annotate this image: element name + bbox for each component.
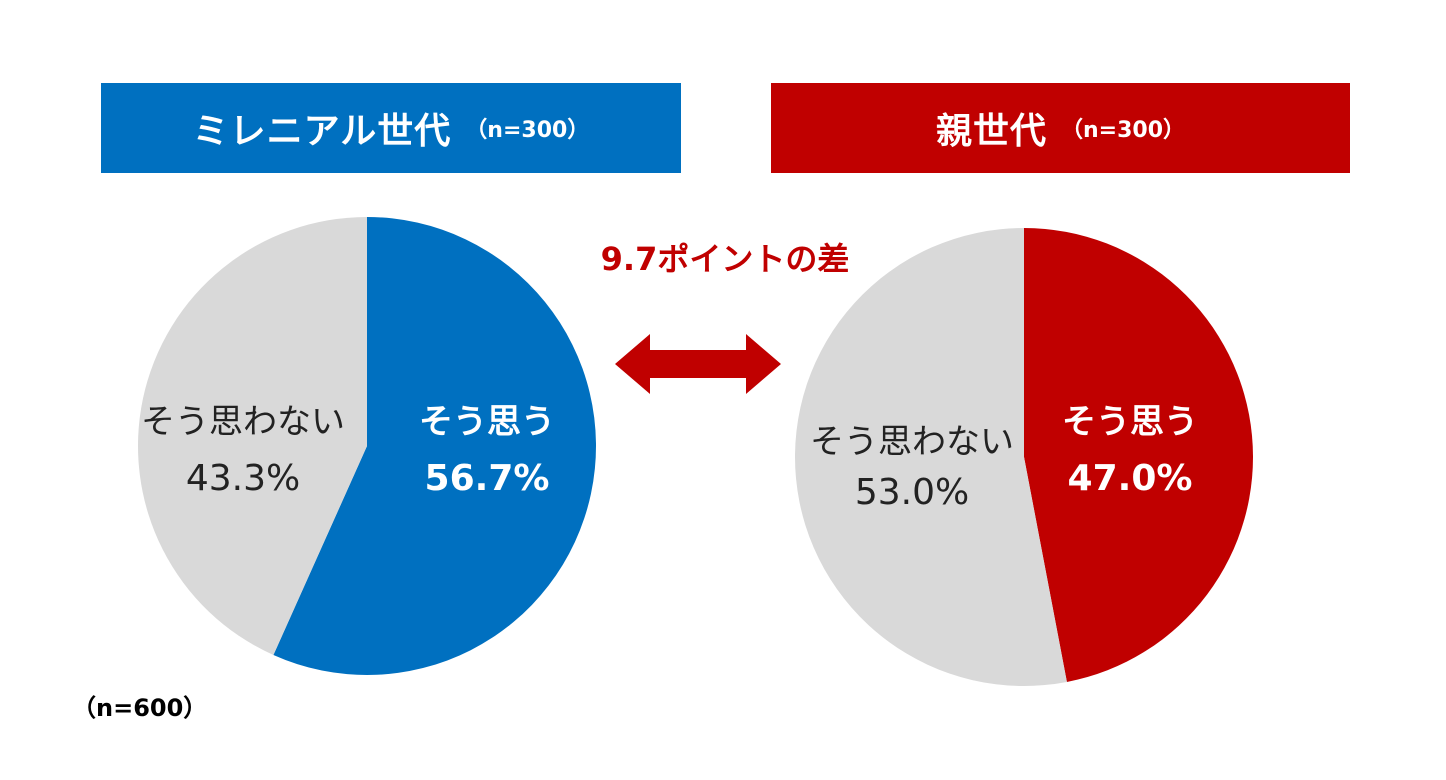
millennial-slice-no-value: 43.3% [186,458,300,499]
parent-header-n: （n=300） [1060,118,1186,143]
millennial-slice-no [138,217,367,656]
parent-slice-no-label: そう思わない [810,422,1014,462]
difference-label: 9.7ポイントの差 [600,240,850,278]
parent-header: 親世代 （n=300） [771,83,1350,173]
millennial-header: ミレニアル世代 （n=300） [101,83,681,173]
millennial-header-title: ミレニアル世代 [192,111,452,152]
parent-pie: そう思う 47.0% そう思わない 53.0% [795,227,1254,686]
millennial-pie: そう思う 56.7% そう思わない 43.3% [138,217,597,676]
parent-slice-yes [1024,227,1254,682]
parent-slice-yes-value: 47.0% [1068,458,1193,499]
millennial-slice-no-label: そう思わない [141,402,345,442]
parent-header-title: 親世代 [935,111,1047,152]
double-arrow-icon [615,334,781,394]
total-sample-size: （n=600） [72,694,208,722]
millennial-slice-yes [273,217,597,676]
parent-slice-no-value: 53.0% [855,472,969,513]
millennial-slice-yes-label: そう思う [419,402,555,442]
millennial-slice-yes-value: 56.7% [425,458,550,499]
parent-slice-yes-label: そう思う [1062,402,1198,442]
parent-slice-no [795,228,1067,686]
millennial-header-n: （n=300） [465,118,590,143]
